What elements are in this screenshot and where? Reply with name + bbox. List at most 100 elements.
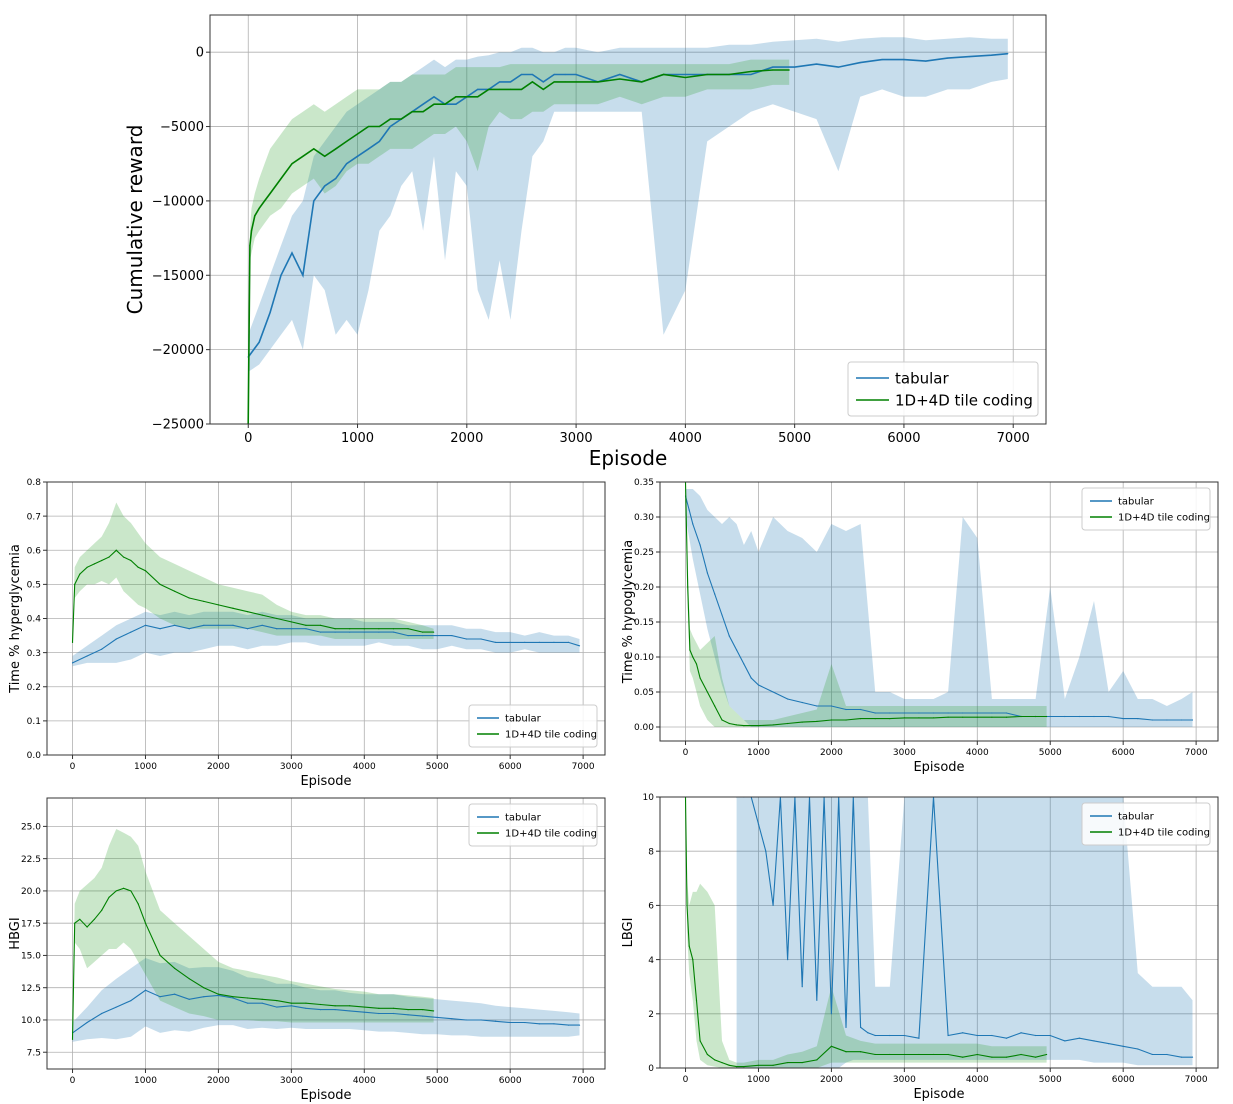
band-tile-coding [72,502,434,643]
y-tick-label: 2 [648,1010,654,1020]
y-tick-label: −25000 [152,418,204,433]
y-tick-label: 0.10 [634,653,654,663]
data-point [947,1053,949,1056]
data-point [346,140,348,143]
data-point [874,718,876,720]
data-point [567,1024,570,1026]
data-point [788,69,790,71]
data-point [130,1000,132,1002]
data-point [728,635,730,637]
x-tick-label: 1000 [747,1075,770,1085]
data-point [378,140,380,143]
data-point [687,586,689,588]
data-point [706,691,709,693]
data-point [830,1013,833,1015]
data-point [1191,1056,1194,1058]
data-point [455,103,457,105]
data-point [433,96,435,98]
y-axis-label: HBGI [8,917,23,949]
data-point [801,1061,803,1064]
y-axis-label: Time % hyperglycemia [8,544,23,694]
data-point [962,1056,964,1058]
data-point [816,705,818,707]
data-point [976,712,978,714]
data-point [378,631,380,633]
data-point [422,1009,424,1011]
data-point [144,570,147,572]
data-point [991,716,993,718]
y-tick-label: 0.05 [634,688,654,698]
data-point [305,1007,307,1009]
data-point [71,641,74,643]
data-point [498,81,501,83]
data-point [830,705,833,707]
y-tick-label: 0.35 [634,478,654,488]
data-point [349,628,351,630]
data-point [859,61,861,64]
data-point [188,998,190,1000]
data-point [1020,1053,1022,1056]
data-point [845,708,847,711]
data-point [1049,715,1051,718]
data-point [232,996,234,998]
series-layer [684,482,1194,727]
data-point [976,1034,978,1037]
legend: tabular 1D+4D tile coding [468,803,598,847]
data-point [509,641,511,643]
y-tick-label: 0.4 [27,615,42,625]
data-point [721,1061,723,1064]
data-point [874,1034,876,1037]
legend-label: 1D+4D tile coding [1118,828,1210,839]
data-point [830,719,833,721]
data-point [108,896,110,898]
data-point [280,274,282,276]
data-point [743,663,745,665]
data-point [217,604,220,606]
chart-hypo: 0 1000 2000 3000 4000 5000 6000 7000 0.00 0.05 0.1… [621,478,1219,775]
data-point [246,628,249,630]
data-point [71,662,74,664]
line-tabular [736,797,1193,1058]
data-point [334,1009,336,1011]
data-point [254,215,256,217]
y-tick-label: 0.20 [634,583,654,593]
data-point [444,103,446,105]
y-tick-label: 0.00 [634,723,654,733]
data-point [432,1010,435,1012]
data-point [232,607,234,609]
data-point [830,1045,833,1047]
data-point [990,54,992,56]
series-layer [71,502,581,667]
data-point [918,717,920,719]
data-point [575,81,577,83]
y-tick-label: 10.0 [21,1016,41,1026]
y-tick-label: 6 [648,902,654,912]
x-tick-label: 1000 [134,1076,157,1086]
data-point [1093,715,1095,718]
data-point [392,628,395,630]
data-point [1007,53,1009,55]
data-point [1137,718,1139,720]
data-point [881,59,883,61]
data-point [859,1026,862,1028]
data-point [451,634,453,637]
data-point [816,1059,818,1061]
data-point [250,230,253,232]
data-point [246,611,249,613]
data-point [538,641,540,643]
data-point [509,88,512,90]
x-axis-label: Episode [300,1088,351,1103]
x-tick-label: 7000 [1185,1075,1208,1085]
data-point [787,722,789,725]
data-point [903,59,905,61]
data-point [407,634,409,637]
data-point [480,638,482,640]
data-point [772,1064,774,1066]
data-point [509,1021,511,1024]
y-tick-label: 0.1 [27,717,41,727]
data-point [524,1021,526,1024]
data-point [688,509,690,511]
y-tick-label: 0.30 [634,513,654,523]
data-point [932,712,935,714]
axes-frame [46,797,606,1070]
